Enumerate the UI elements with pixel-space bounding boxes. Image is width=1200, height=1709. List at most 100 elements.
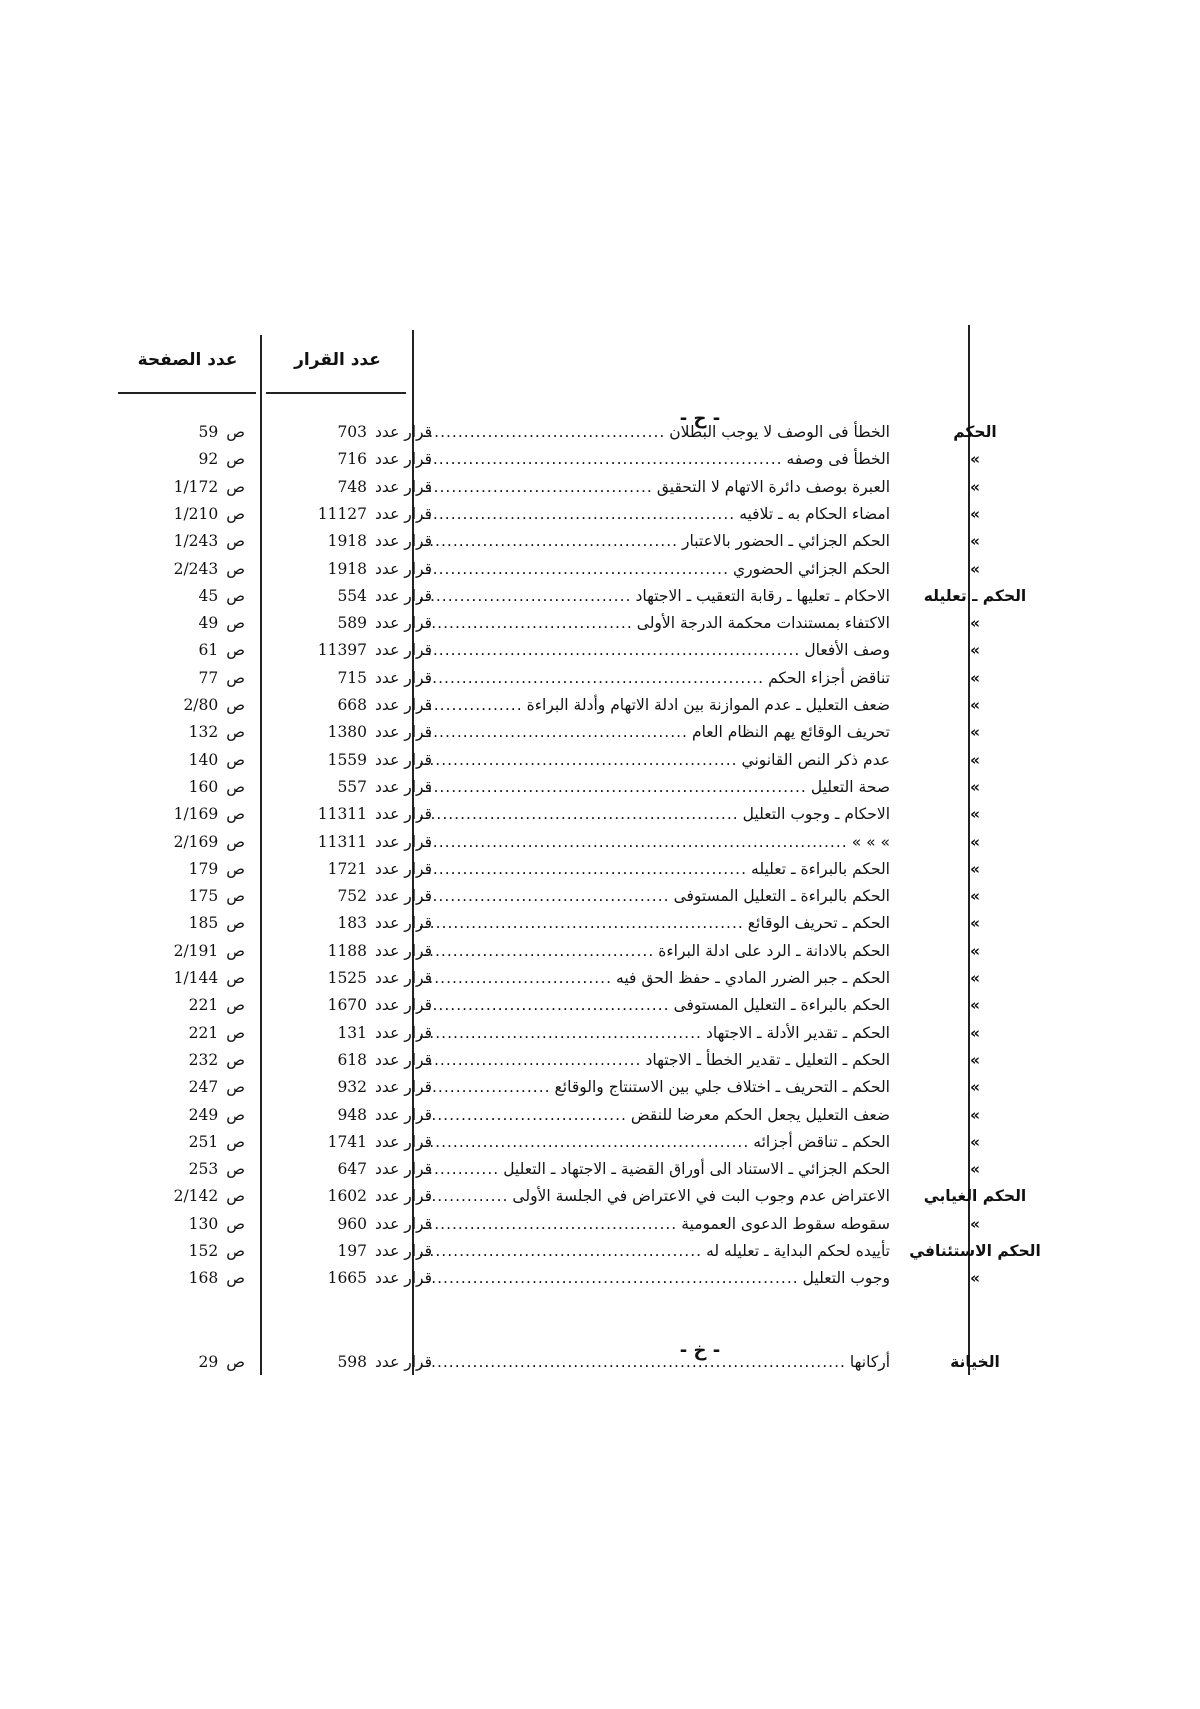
page-number: ص 1/172 — [135, 474, 245, 501]
description-text: الحكم ـ التحريف ـ اختلاف جلي بين الاستنت… — [554, 1078, 890, 1097]
page-prefix: ص — [226, 996, 245, 1015]
dot-leader — [420, 692, 523, 719]
description-text: » » » — [851, 832, 890, 851]
page-value: 2/80 — [183, 696, 219, 714]
decision-value: 1721 — [327, 859, 368, 878]
page-number: ص 2/169 — [135, 829, 245, 856]
decision-value: 131 — [337, 1023, 368, 1042]
index-row: الحكم الغيابي الاعتراض عدم وجوب البت في ا… — [0, 1183, 1200, 1210]
index-term: » — [969, 777, 980, 796]
dot-leader — [420, 965, 612, 992]
index-term: » — [969, 1214, 980, 1233]
page-number: ص 130 — [135, 1211, 245, 1238]
decision-number: قرار عدد 716 — [262, 446, 432, 473]
page-value: 1/169 — [173, 805, 219, 824]
index-description: أركانها — [420, 1349, 890, 1376]
decision-value: 716 — [337, 450, 368, 469]
decision-number: قرار عدد 1670 — [262, 992, 432, 1019]
decision-value: 197 — [337, 1242, 368, 1260]
page-value: 221 — [188, 1023, 219, 1042]
description-text: تحريف الوقائع يهم النظام العام — [691, 723, 890, 742]
dot-leader — [420, 446, 783, 473]
index-description: عدم ذكر النص القانوني — [420, 747, 890, 774]
index-description: الاعتراض عدم وجوب البت في الاعتراض في ال… — [420, 1183, 890, 1210]
page-value: 2/169 — [173, 832, 219, 851]
decision-value: 11311 — [317, 805, 368, 824]
index-row: » الحكم ـ تقدير الأدلة ـ الاجتهاد قرار عدد… — [0, 1020, 1200, 1047]
page-value: 1/210 — [173, 504, 219, 523]
decision-value: 557 — [337, 777, 368, 796]
index-term: » — [969, 723, 980, 742]
decision-number: قرار عدد 647 — [262, 1156, 432, 1183]
decision-number: قرار عدد 715 — [262, 665, 432, 692]
description-text: العبرة بوصف دائرة الاتهام لا التحقيق — [656, 477, 890, 496]
index-description: صحة التعليل — [420, 774, 890, 801]
index-description: » » » — [420, 829, 890, 856]
header-page-number: عدد الصفحة — [137, 350, 238, 370]
page-prefix: ص — [226, 914, 245, 933]
decision-prefix: قرار عدد — [375, 586, 432, 605]
dot-leader — [420, 856, 747, 883]
index-description: الحكم بالادانة ـ الرد على ادلة البراءة — [420, 938, 890, 965]
description-text: صحة التعليل — [810, 777, 890, 796]
decision-number: قرار عدد 1918 — [262, 556, 432, 583]
decision-prefix: قرار عدد — [375, 1214, 432, 1233]
page-value: 49 — [198, 614, 219, 633]
decision-prefix: قرار عدد — [375, 504, 432, 523]
description-text: امضاء الحكام به ـ تلافيه — [739, 504, 890, 523]
index-description: الحكم ـ جبر الضرر المادي ـ حفظ الحق فيه — [420, 965, 890, 992]
decision-value: 960 — [337, 1214, 368, 1233]
decision-number: قرار عدد 1525 — [262, 965, 432, 992]
index-term: » — [969, 559, 980, 578]
description-text: تأييده لحكم البداية ـ تعليله له — [706, 1242, 890, 1260]
page-number: ص 92 — [135, 446, 245, 473]
description-text: الاكتفاء بمستندات محكمة الدرجة الأولى — [636, 614, 890, 633]
index-description: الحكم الجزائي الحضوري — [420, 556, 890, 583]
dot-leader — [420, 528, 678, 555]
decision-prefix: قرار عدد — [375, 750, 432, 769]
dot-leader — [420, 1074, 551, 1101]
index-row: » الحكم ـ جبر الضرر المادي ـ حفظ الحق فيه… — [0, 965, 1200, 992]
decision-prefix: قرار عدد — [375, 696, 432, 714]
index-term: » — [969, 832, 980, 851]
decision-number: قرار عدد 557 — [262, 774, 432, 801]
decision-prefix: قرار عدد — [375, 1132, 432, 1151]
dot-leader — [420, 419, 665, 446]
page-prefix: ص — [226, 1242, 245, 1260]
decision-value: 11127 — [317, 504, 368, 523]
page-prefix: ص — [226, 450, 245, 469]
page-value: 2/243 — [173, 559, 219, 578]
index-row: » الحكم بالبراءة ـ تعليله قرار عدد 1721 ص 179 — [0, 856, 1200, 883]
description-text: سقوطه سقوط الدعوى العمومية — [681, 1214, 890, 1233]
decision-number: قرار عدد 554 — [262, 583, 432, 610]
index-term: الخيانة — [950, 1353, 1000, 1371]
page-number: ص 61 — [135, 637, 245, 664]
index-term: » — [969, 1078, 980, 1097]
index-row: » وجوب التعليل قرار عدد 1665 ص 168 — [0, 1265, 1200, 1292]
page-prefix: ص — [226, 832, 245, 851]
page-prefix: ص — [226, 805, 245, 824]
page-prefix: ص — [226, 1023, 245, 1042]
description-text: ضعف التعليل يجعل الحكم معرضا للنقض — [630, 1105, 890, 1124]
page-prefix: ص — [226, 859, 245, 878]
decision-number: قرار عدد 1665 — [262, 1265, 432, 1292]
page-number: ص 140 — [135, 747, 245, 774]
description-text: الحكم بالبراءة ـ تعليله — [751, 859, 890, 878]
page-prefix: ص — [226, 1078, 245, 1097]
header-underline-page — [118, 392, 256, 394]
decision-number: قرار عدد 1380 — [262, 719, 432, 746]
description-text: الحكم الجزائي ـ الحضور بالاعتبار — [682, 532, 890, 551]
description-text: الحكم بالادانة ـ الرد على ادلة البراءة — [658, 941, 890, 960]
description-text: الحكم ـ التعليل ـ تقدير الخطأ ـ الاجتهاد — [645, 1050, 890, 1069]
dot-leader — [420, 556, 729, 583]
decision-value: 647 — [337, 1160, 368, 1179]
decision-number: قرار عدد 1559 — [262, 747, 432, 774]
page-number: ص 168 — [135, 1265, 245, 1292]
page-prefix: ص — [226, 750, 245, 769]
page-value: 140 — [188, 750, 219, 769]
page-number: ص 59 — [135, 419, 245, 446]
page-value: 185 — [188, 914, 219, 933]
decision-number: قرار عدد 752 — [262, 883, 432, 910]
index-term: » — [969, 1050, 980, 1069]
description-text: ضعف التعليل ـ عدم الموازنة بين ادلة الات… — [526, 696, 890, 714]
